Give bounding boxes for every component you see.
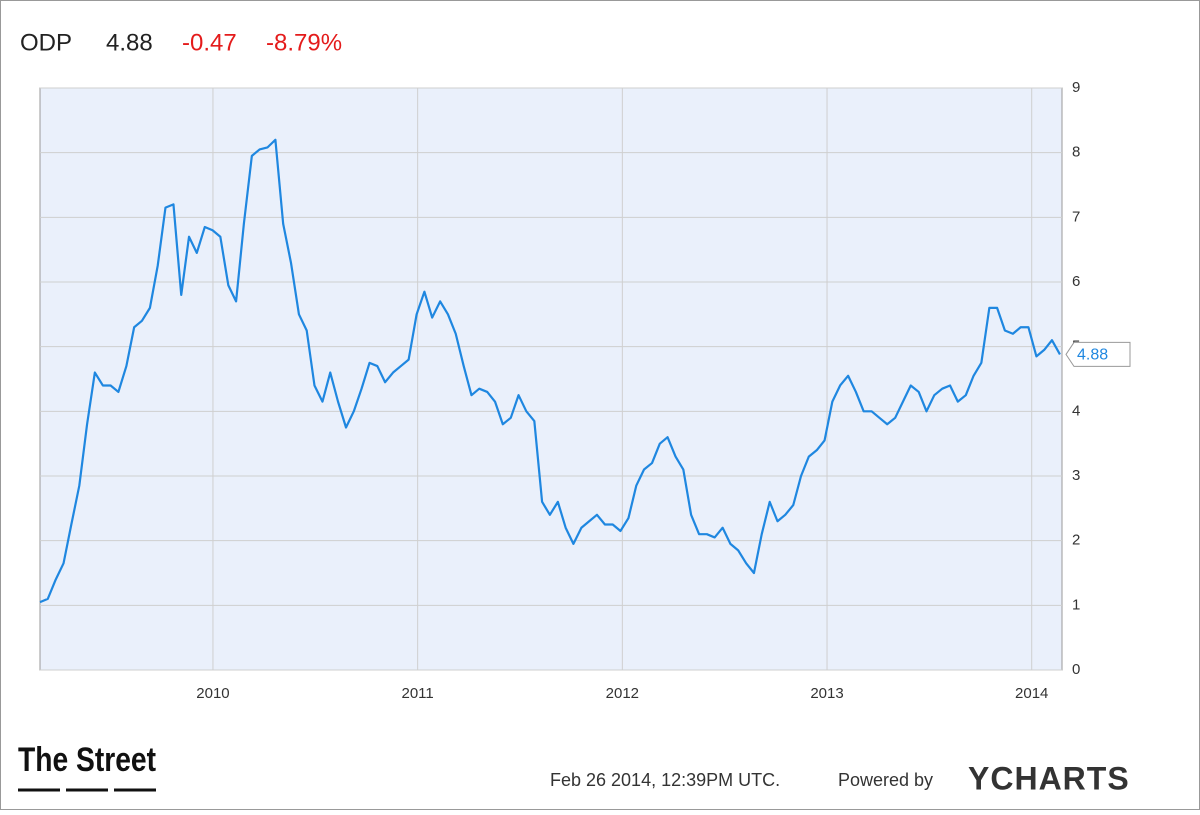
timestamp: Feb 26 2014, 12:39PM UTC. [550,770,780,790]
y-tick-label: 9 [1072,79,1080,96]
y-tick-label: 4 [1072,402,1080,419]
brand-logo: YCHARTS [968,760,1130,796]
price-line [39,138,1061,604]
price: 4.88 [106,29,153,56]
x-tick-label: 2010 [196,685,229,702]
y-tick-label: 3 [1072,467,1080,484]
x-tick-label: 2014 [1015,685,1048,702]
y-tick-label: 1 [1072,596,1080,613]
x-tick-label: 2011 [402,685,434,702]
last-value-tag [1065,341,1131,367]
change: -0.47 [182,29,237,56]
x-tick-label: 2013 [810,685,843,702]
grid [40,87,1062,671]
last-value-label: 4.88 [1077,347,1108,364]
y-tick-label: 8 [1072,144,1080,161]
publisher-logo: The Street [18,741,156,779]
labels: 0123456789201020112012201320144.88 [196,79,1131,702]
plot-area [39,87,1063,671]
powered-by: Powered by [838,770,933,790]
y-tick-label: 0 [1072,661,1080,678]
lines [39,138,1061,604]
y-tick-label: 2 [1072,532,1080,549]
y-tick-label: 6 [1072,273,1080,290]
y-tick-label: 7 [1072,208,1080,225]
x-tick-label: 2012 [606,685,639,702]
change-percent: -8.79% [266,29,342,56]
symbol: ODP [20,29,72,56]
